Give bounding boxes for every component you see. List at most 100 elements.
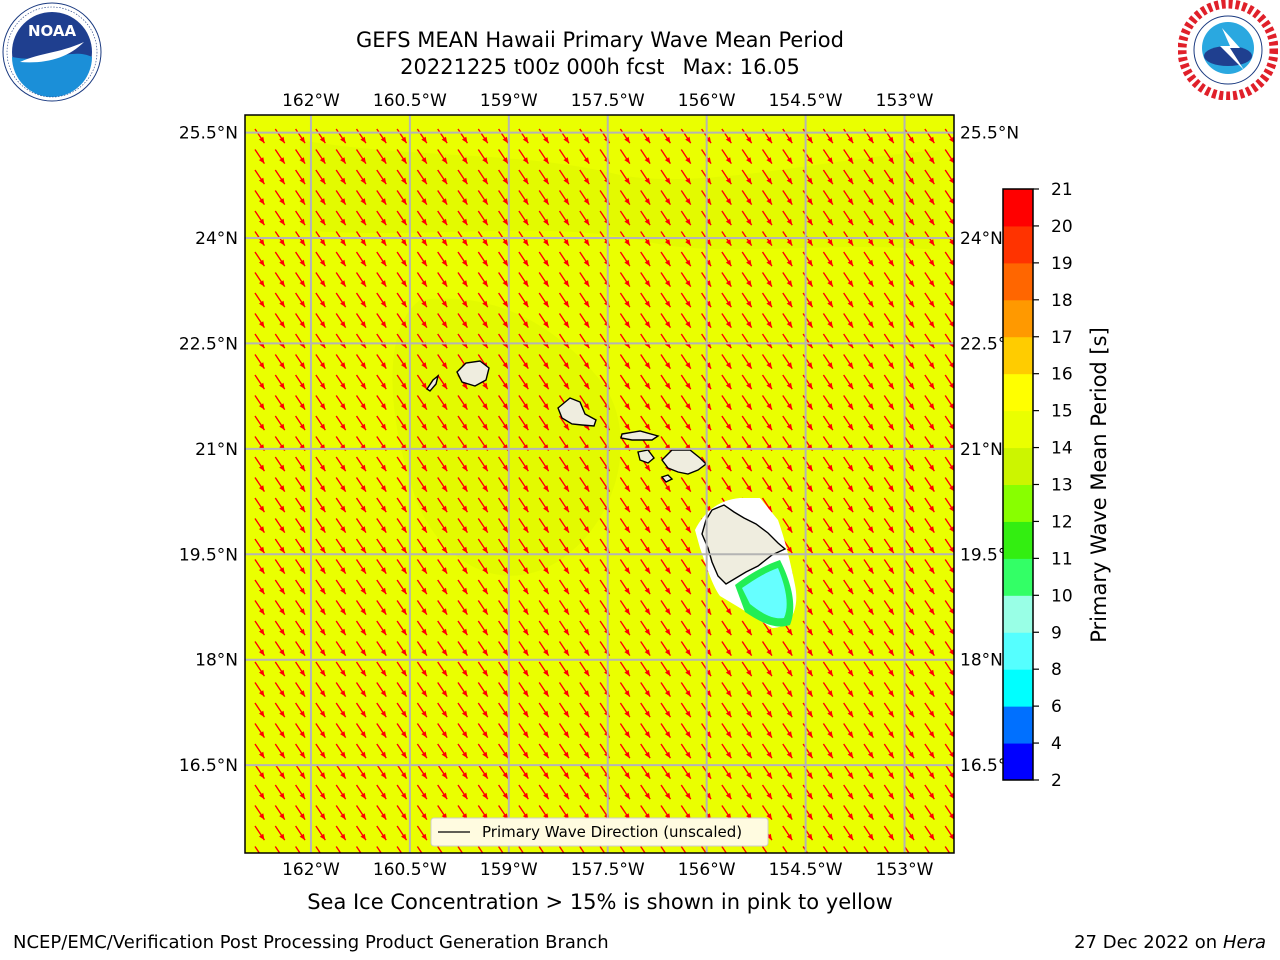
wave-arrow [335,292,347,308]
wave-arrow [640,518,651,534]
wave-arrow [741,374,753,390]
wave-arrow [498,456,509,472]
colorbar-segment [1003,669,1033,707]
wave-arrow [761,395,773,411]
wave-arrow [315,723,326,739]
wave-arrow [883,374,895,390]
wave-arrow [538,149,550,165]
wave-arrow [355,415,367,431]
wave-arrow [518,313,529,329]
wave-arrow [579,682,590,698]
wave-arrow [843,169,854,185]
wave-arrow [843,128,854,144]
wave-arrow [457,477,469,493]
wave-arrow [782,251,793,267]
wave-arrow [660,251,672,267]
wave-arrow [579,354,590,370]
lon-tick-label: 160.5°W [373,860,447,880]
wave-arrow [498,661,509,677]
wave-arrow [579,272,590,288]
wave-arrow [335,579,347,595]
wave-arrow [782,395,793,411]
wave-arrow [680,354,692,370]
wave-arrow [843,210,854,226]
wave-arrow [680,128,692,144]
wave-arrow [558,374,570,390]
wave-arrow [680,641,692,657]
wave-arrow [822,190,834,206]
wave-arrow [477,415,489,431]
wave-arrow [558,784,570,800]
wave-arrow [640,784,651,800]
wave-arrow [335,210,347,226]
wave-arrow [741,169,753,185]
wave-arrow [376,846,382,853]
wave-arrow [924,374,935,390]
wave-arrow [904,538,915,554]
wave-arrow [355,190,367,206]
wave-arrow [944,169,954,185]
footer-date-text: 27 Dec 2022 on [1074,932,1218,953]
wave-arrow [640,641,651,657]
wave-arrow [477,620,489,636]
wave-arrow [721,477,732,493]
wave-arrow [335,559,347,575]
wave-arrow [680,169,692,185]
wave-arrow [924,805,935,821]
wave-arrow [477,743,489,759]
island-maui [661,449,708,475]
wave-arrow [416,251,428,267]
wave-arrow [518,354,529,370]
wave-arrow [619,395,631,411]
wave-arrow [558,477,570,493]
wave-arrow [498,764,509,780]
wave-arrow [538,518,550,534]
wave-arrow [477,456,489,472]
wave-arrow [761,477,773,493]
wave-arrow [254,846,261,853]
wave-arrow [863,497,875,513]
wave-arrow [396,825,408,841]
wave-arrow [538,600,550,616]
wave-arrow [863,784,875,800]
wave-arrow [761,497,773,513]
wave-arrow [863,723,875,739]
wave-arrow [863,313,875,329]
wave-arrow [741,682,753,698]
wave-arrow [904,641,915,657]
wave-arrow [457,682,469,698]
wave-arrow [355,497,367,513]
wave-arrow [538,374,550,390]
wave-arrow [457,395,469,411]
wave-arrow [376,559,387,575]
wave-arrow [944,313,954,328]
wave-arrow [376,825,387,841]
footer-date: 27 Dec 2022 on Hera [1074,932,1266,953]
wave-arrow [782,272,793,288]
wave-arrow [355,702,367,718]
wave-arrow [640,374,651,390]
wave-arrow [680,251,692,267]
wave-arrow [904,682,915,698]
wave-arrow [619,579,631,595]
wave-arrow [558,415,570,431]
sea-ice-note: Sea Ice Concentration > 15% is shown in … [307,890,893,914]
wave-arrow [254,497,266,513]
wave-arrow [396,128,408,144]
wave-arrow [295,149,306,165]
wave-arrow [538,641,550,657]
island-oahu [557,397,597,427]
wave-arrow [396,149,408,165]
wave-arrow [904,395,915,411]
colorbar-tick-label: 20 [1051,217,1073,237]
colorbar-segment [1003,189,1033,227]
wave-arrow [721,764,732,780]
wave-arrow [579,477,590,493]
map-title: GEFS MEAN Hawaii Primary Wave Mean Perio… [356,28,844,52]
wave-arrow [761,743,773,759]
wave-arrow [518,251,529,267]
wave-arrow [498,846,504,853]
wave-arrow [883,784,895,800]
colorbar-tick-label: 21 [1051,180,1073,200]
wave-arrow [274,190,286,206]
